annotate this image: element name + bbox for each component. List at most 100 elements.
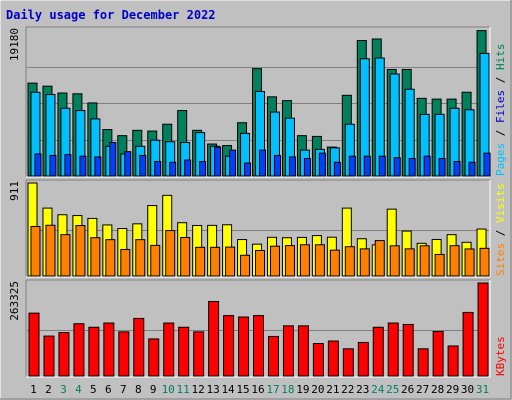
day-label: 30 bbox=[461, 383, 474, 396]
sites-bar bbox=[479, 247, 490, 277]
sites-bar bbox=[284, 245, 295, 277]
day-label: 17 bbox=[266, 383, 279, 396]
kbytes-bar bbox=[282, 325, 294, 377]
sites-bar bbox=[255, 249, 266, 277]
kbytes-bar bbox=[312, 343, 324, 377]
sites-bar bbox=[30, 225, 41, 277]
sites-bar bbox=[75, 225, 86, 277]
pages-bar bbox=[214, 146, 222, 177]
pages-bar bbox=[288, 156, 296, 177]
pages-bar bbox=[273, 154, 281, 177]
kbytes-bar bbox=[238, 316, 250, 377]
series-label-part: KBytes bbox=[494, 336, 507, 376]
kbytes-bar bbox=[372, 326, 384, 377]
sites-bar bbox=[344, 246, 355, 277]
sites-bar bbox=[60, 234, 71, 277]
pages-bar bbox=[124, 151, 132, 177]
sites-bar bbox=[135, 239, 146, 277]
day-label: 5 bbox=[90, 383, 97, 396]
sites-bar bbox=[195, 246, 206, 277]
sites-bar bbox=[105, 239, 116, 277]
day-label: 16 bbox=[251, 383, 264, 396]
series-label-part: Files bbox=[494, 90, 507, 123]
series-label-part: Hits bbox=[494, 44, 507, 71]
kbytes-bar bbox=[133, 317, 145, 377]
pages-bar bbox=[423, 155, 431, 177]
kbytes-bar bbox=[417, 348, 429, 377]
day-label: 27 bbox=[416, 383, 429, 396]
series-label-part: Pages bbox=[494, 143, 507, 176]
pages-bar bbox=[49, 154, 57, 177]
kbytes-bar bbox=[402, 323, 414, 377]
kbytes-bar bbox=[297, 325, 309, 377]
pages-bar bbox=[199, 161, 207, 177]
kbytes-bar bbox=[447, 345, 459, 377]
pages-bar bbox=[378, 155, 386, 177]
pages-bar bbox=[438, 157, 446, 177]
y-max-label-kbytes: 263325 bbox=[8, 281, 21, 321]
day-label: 15 bbox=[236, 383, 249, 396]
kbytes-bar bbox=[432, 330, 444, 377]
pages-bar bbox=[393, 157, 401, 177]
kbytes-bar bbox=[477, 282, 489, 377]
kbytes-bar bbox=[58, 332, 70, 377]
kbytes-bar bbox=[88, 326, 100, 377]
sites-bar bbox=[165, 230, 176, 277]
sites-bar bbox=[210, 246, 221, 277]
kbytes-bar bbox=[103, 322, 115, 377]
series-label-kbytes: KBytes bbox=[494, 336, 507, 376]
day-label: 1 bbox=[30, 383, 37, 396]
kbytes-bar bbox=[253, 315, 265, 377]
sites-bar bbox=[150, 244, 161, 277]
kbytes-bar bbox=[327, 340, 339, 377]
sites-bar bbox=[225, 246, 236, 277]
pages-bar bbox=[483, 152, 491, 177]
pages-bar bbox=[109, 142, 117, 177]
day-label: 14 bbox=[221, 383, 235, 396]
kbytes-bar bbox=[178, 326, 190, 377]
kbytes-bar bbox=[267, 335, 279, 377]
pages-bar bbox=[169, 161, 177, 177]
day-label: 26 bbox=[401, 383, 414, 396]
day-label: 18 bbox=[281, 383, 294, 396]
day-label: 23 bbox=[356, 383, 369, 396]
day-label: 8 bbox=[135, 383, 142, 396]
day-label: 20 bbox=[311, 383, 324, 396]
day-label: 24 bbox=[371, 383, 385, 396]
pages-bar bbox=[244, 162, 252, 177]
kbytes-bar bbox=[148, 338, 160, 377]
kbytes-bar bbox=[28, 312, 40, 377]
panel-kbytes: 263325 KBytes bbox=[8, 279, 507, 378]
y-max-label-hits-files-pages: 19180 bbox=[8, 28, 21, 61]
day-label: 7 bbox=[120, 383, 127, 396]
panel-hits-files-pages: 19180 Pages / Files / Hits bbox=[8, 26, 507, 178]
sites-bar bbox=[269, 245, 280, 277]
pages-bar bbox=[94, 156, 102, 177]
sites-bar bbox=[434, 253, 445, 277]
sites-bar bbox=[45, 224, 56, 277]
day-label: 28 bbox=[431, 383, 444, 396]
day-label: 31 bbox=[476, 383, 489, 396]
pages-bar bbox=[468, 161, 476, 177]
sites-bar bbox=[464, 248, 475, 277]
pages-bar bbox=[318, 152, 326, 177]
sites-bar bbox=[404, 248, 415, 277]
day-label: 10 bbox=[162, 383, 175, 396]
pages-bar bbox=[453, 161, 461, 177]
sites-bar bbox=[120, 248, 131, 277]
day-labels: 1 2 3 4 5 6 7 8 9 10 11 12 13 14 15 16 17 18 19 20 21 22 23 24 2… bbox=[30, 383, 489, 396]
kbytes-bar bbox=[43, 335, 55, 377]
series-label-part: Visits bbox=[494, 183, 507, 223]
pages-bar bbox=[79, 155, 87, 177]
sites-bar bbox=[374, 240, 385, 277]
series-label-part: Sites bbox=[494, 243, 507, 276]
sites-bar bbox=[240, 254, 251, 277]
day-label: 29 bbox=[446, 383, 459, 396]
day-label: 3 bbox=[60, 383, 67, 396]
kbytes-bar bbox=[387, 322, 399, 377]
pages-bar bbox=[363, 155, 371, 177]
day-label: 4 bbox=[75, 383, 82, 396]
kbytes-bar bbox=[163, 322, 175, 377]
series-label-part: / bbox=[494, 70, 507, 90]
